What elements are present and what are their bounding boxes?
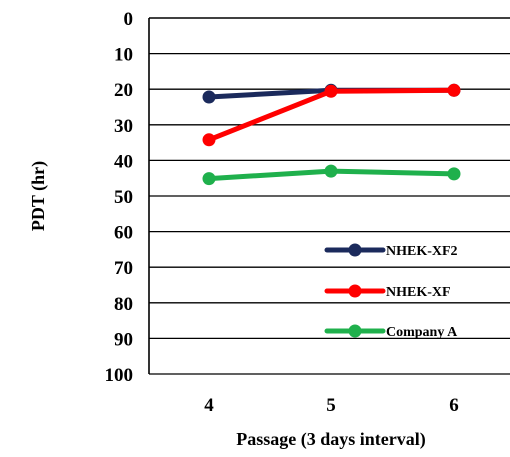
y-tick-label: 10 xyxy=(114,45,133,66)
data-point xyxy=(447,83,461,97)
data-point xyxy=(202,172,216,186)
legend-marker xyxy=(348,324,362,338)
x-tick-label: 4 xyxy=(204,395,214,416)
y-tick-label: 30 xyxy=(114,116,133,137)
gridlines xyxy=(149,52,510,340)
data-point xyxy=(324,164,338,178)
y-tick-label: 20 xyxy=(114,80,133,101)
y-tick-label: 50 xyxy=(114,187,133,208)
y-tick-label: 70 xyxy=(114,258,133,279)
legend: NHEK-XF2 NHEK-XF Company A xyxy=(324,243,458,340)
x-tick-label: 6 xyxy=(449,395,459,416)
x-tick-labels: 4 5 6 xyxy=(204,395,459,416)
y-axis-title: PDT (hr) xyxy=(28,161,49,231)
axes xyxy=(148,17,510,375)
data-point xyxy=(324,84,338,98)
x-tick-label: 5 xyxy=(326,395,336,416)
legend-label: Company A xyxy=(386,325,458,340)
y-tick-label: 80 xyxy=(114,294,133,315)
y-tick-label: 90 xyxy=(114,329,133,350)
y-tick-label: 60 xyxy=(114,223,133,244)
series-lines xyxy=(202,83,461,186)
x-axis-title: Passage (3 days interval) xyxy=(236,429,425,450)
y-tick-labels: 0 10 20 30 40 50 60 70 80 90 100 xyxy=(105,9,134,386)
y-tick-label: 100 xyxy=(105,365,134,386)
data-point xyxy=(447,167,461,181)
data-point xyxy=(202,90,216,104)
y-tick-label: 40 xyxy=(114,151,133,172)
legend-label: NHEK-XF2 xyxy=(386,244,458,259)
legend-marker xyxy=(348,243,362,257)
y-tick-label: 0 xyxy=(124,9,134,30)
legend-label: NHEK-XF xyxy=(386,285,451,300)
legend-marker xyxy=(348,284,362,298)
data-point xyxy=(202,133,216,147)
